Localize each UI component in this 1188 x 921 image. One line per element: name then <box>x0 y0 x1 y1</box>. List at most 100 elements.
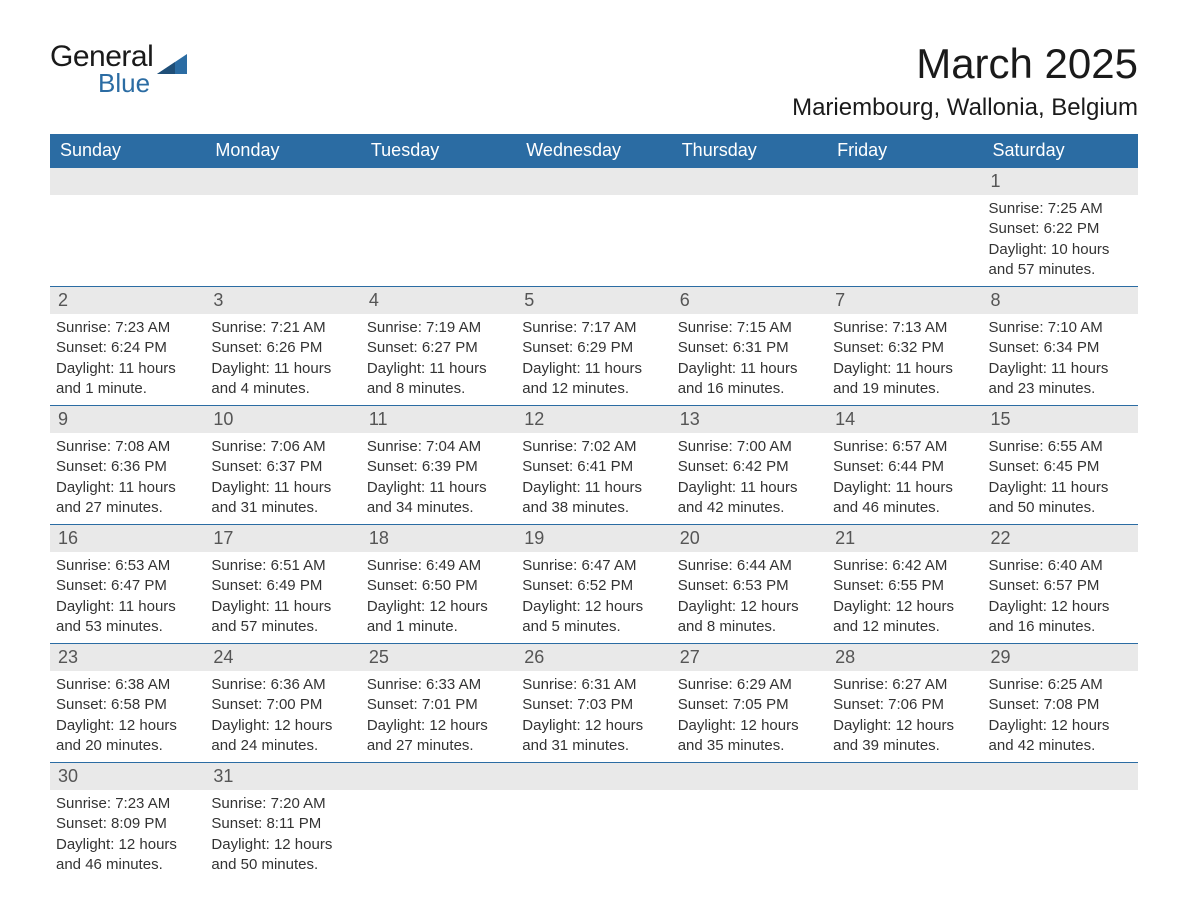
sunrise-line: Sunrise: 7:08 AM <box>56 437 199 457</box>
day-number: 30 <box>50 763 205 790</box>
sunset-line: Sunset: 6:55 PM <box>833 576 976 596</box>
daylight-line: Daylight: 11 hours and 12 minutes. <box>522 359 665 400</box>
daylight-line: Daylight: 11 hours and 42 minutes. <box>678 478 821 519</box>
day-number: 21 <box>827 525 982 552</box>
calendar-day-cell: 5Sunrise: 7:17 AMSunset: 6:29 PMDaylight… <box>516 287 671 406</box>
daylight-line: Daylight: 12 hours and 42 minutes. <box>989 716 1132 757</box>
day-number: 8 <box>983 287 1138 314</box>
day-details <box>205 195 360 275</box>
day-number: 26 <box>516 644 671 671</box>
weekday-header: Wednesday <box>516 134 671 168</box>
calendar-day-cell: 14Sunrise: 6:57 AMSunset: 6:44 PMDayligh… <box>827 406 982 525</box>
day-details <box>361 790 516 870</box>
calendar-day-cell: 19Sunrise: 6:47 AMSunset: 6:52 PMDayligh… <box>516 525 671 644</box>
day-details: Sunrise: 6:36 AMSunset: 7:00 PMDaylight:… <box>205 671 360 762</box>
sunrise-line: Sunrise: 7:20 AM <box>211 794 354 814</box>
day-details: Sunrise: 6:40 AMSunset: 6:57 PMDaylight:… <box>983 552 1138 643</box>
calendar-day-cell: 31Sunrise: 7:20 AMSunset: 8:11 PMDayligh… <box>205 763 360 882</box>
day-details: Sunrise: 6:38 AMSunset: 6:58 PMDaylight:… <box>50 671 205 762</box>
sunrise-line: Sunrise: 6:40 AM <box>989 556 1132 576</box>
day-details: Sunrise: 7:04 AMSunset: 6:39 PMDaylight:… <box>361 433 516 524</box>
day-number: 7 <box>827 287 982 314</box>
day-details <box>50 195 205 275</box>
day-number: 16 <box>50 525 205 552</box>
sunrise-line: Sunrise: 6:51 AM <box>211 556 354 576</box>
day-number: 10 <box>205 406 360 433</box>
day-number <box>516 168 671 195</box>
daylight-line: Daylight: 11 hours and 23 minutes. <box>989 359 1132 400</box>
calendar-day-cell: 9Sunrise: 7:08 AMSunset: 6:36 PMDaylight… <box>50 406 205 525</box>
calendar-day-cell: 8Sunrise: 7:10 AMSunset: 6:34 PMDaylight… <box>983 287 1138 406</box>
calendar-day-cell <box>827 763 982 882</box>
calendar-day-cell: 21Sunrise: 6:42 AMSunset: 6:55 PMDayligh… <box>827 525 982 644</box>
day-details: Sunrise: 6:51 AMSunset: 6:49 PMDaylight:… <box>205 552 360 643</box>
daylight-line: Daylight: 12 hours and 24 minutes. <box>211 716 354 757</box>
sunset-line: Sunset: 8:09 PM <box>56 814 199 834</box>
daylight-line: Daylight: 11 hours and 31 minutes. <box>211 478 354 519</box>
day-number <box>205 168 360 195</box>
day-details: Sunrise: 7:15 AMSunset: 6:31 PMDaylight:… <box>672 314 827 405</box>
day-details: Sunrise: 6:57 AMSunset: 6:44 PMDaylight:… <box>827 433 982 524</box>
sunrise-line: Sunrise: 7:23 AM <box>56 318 199 338</box>
day-details: Sunrise: 6:55 AMSunset: 6:45 PMDaylight:… <box>983 433 1138 524</box>
day-details: Sunrise: 7:17 AMSunset: 6:29 PMDaylight:… <box>516 314 671 405</box>
sunrise-line: Sunrise: 6:57 AM <box>833 437 976 457</box>
weekday-header-row: SundayMondayTuesdayWednesdayThursdayFrid… <box>50 134 1138 168</box>
sunset-line: Sunset: 8:11 PM <box>211 814 354 834</box>
daylight-line: Daylight: 12 hours and 39 minutes. <box>833 716 976 757</box>
sunrise-line: Sunrise: 6:36 AM <box>211 675 354 695</box>
brand-flag-icon <box>157 54 187 74</box>
day-number <box>827 763 982 790</box>
day-details: Sunrise: 6:53 AMSunset: 6:47 PMDaylight:… <box>50 552 205 643</box>
day-number <box>361 763 516 790</box>
day-number: 27 <box>672 644 827 671</box>
calendar-day-cell: 25Sunrise: 6:33 AMSunset: 7:01 PMDayligh… <box>361 644 516 763</box>
sunrise-line: Sunrise: 6:27 AM <box>833 675 976 695</box>
sunrise-line: Sunrise: 6:38 AM <box>56 675 199 695</box>
day-details: Sunrise: 7:20 AMSunset: 8:11 PMDaylight:… <box>205 790 360 881</box>
calendar-day-cell: 26Sunrise: 6:31 AMSunset: 7:03 PMDayligh… <box>516 644 671 763</box>
day-details: Sunrise: 6:31 AMSunset: 7:03 PMDaylight:… <box>516 671 671 762</box>
daylight-line: Daylight: 11 hours and 4 minutes. <box>211 359 354 400</box>
daylight-line: Daylight: 10 hours and 57 minutes. <box>989 240 1132 281</box>
sunset-line: Sunset: 7:00 PM <box>211 695 354 715</box>
calendar-day-cell: 4Sunrise: 7:19 AMSunset: 6:27 PMDaylight… <box>361 287 516 406</box>
day-details: Sunrise: 7:23 AMSunset: 8:09 PMDaylight:… <box>50 790 205 881</box>
sunset-line: Sunset: 6:50 PM <box>367 576 510 596</box>
day-number: 11 <box>361 406 516 433</box>
sunrise-line: Sunrise: 6:49 AM <box>367 556 510 576</box>
sunrise-line: Sunrise: 7:13 AM <box>833 318 976 338</box>
sunset-line: Sunset: 6:44 PM <box>833 457 976 477</box>
calendar-day-cell: 2Sunrise: 7:23 AMSunset: 6:24 PMDaylight… <box>50 287 205 406</box>
day-details: Sunrise: 6:33 AMSunset: 7:01 PMDaylight:… <box>361 671 516 762</box>
sunrise-line: Sunrise: 6:33 AM <box>367 675 510 695</box>
day-number: 18 <box>361 525 516 552</box>
sunrise-line: Sunrise: 7:21 AM <box>211 318 354 338</box>
daylight-line: Daylight: 12 hours and 31 minutes. <box>522 716 665 757</box>
sunrise-line: Sunrise: 7:25 AM <box>989 199 1132 219</box>
sunrise-line: Sunrise: 6:55 AM <box>989 437 1132 457</box>
daylight-line: Daylight: 11 hours and 1 minute. <box>56 359 199 400</box>
calendar-week-row: 23Sunrise: 6:38 AMSunset: 6:58 PMDayligh… <box>50 644 1138 763</box>
day-details <box>672 195 827 275</box>
sunset-line: Sunset: 6:26 PM <box>211 338 354 358</box>
day-number: 20 <box>672 525 827 552</box>
daylight-line: Daylight: 12 hours and 1 minute. <box>367 597 510 638</box>
day-number: 24 <box>205 644 360 671</box>
calendar-day-cell: 10Sunrise: 7:06 AMSunset: 6:37 PMDayligh… <box>205 406 360 525</box>
day-details <box>516 790 671 870</box>
calendar-day-cell: 12Sunrise: 7:02 AMSunset: 6:41 PMDayligh… <box>516 406 671 525</box>
day-number: 17 <box>205 525 360 552</box>
daylight-line: Daylight: 11 hours and 19 minutes. <box>833 359 976 400</box>
day-number: 29 <box>983 644 1138 671</box>
day-number: 13 <box>672 406 827 433</box>
day-details <box>827 195 982 275</box>
sunset-line: Sunset: 6:42 PM <box>678 457 821 477</box>
calendar-day-cell: 23Sunrise: 6:38 AMSunset: 6:58 PMDayligh… <box>50 644 205 763</box>
calendar-day-cell: 13Sunrise: 7:00 AMSunset: 6:42 PMDayligh… <box>672 406 827 525</box>
calendar-day-cell: 20Sunrise: 6:44 AMSunset: 6:53 PMDayligh… <box>672 525 827 644</box>
day-number: 25 <box>361 644 516 671</box>
sunset-line: Sunset: 6:52 PM <box>522 576 665 596</box>
sunset-line: Sunset: 7:08 PM <box>989 695 1132 715</box>
day-number: 12 <box>516 406 671 433</box>
